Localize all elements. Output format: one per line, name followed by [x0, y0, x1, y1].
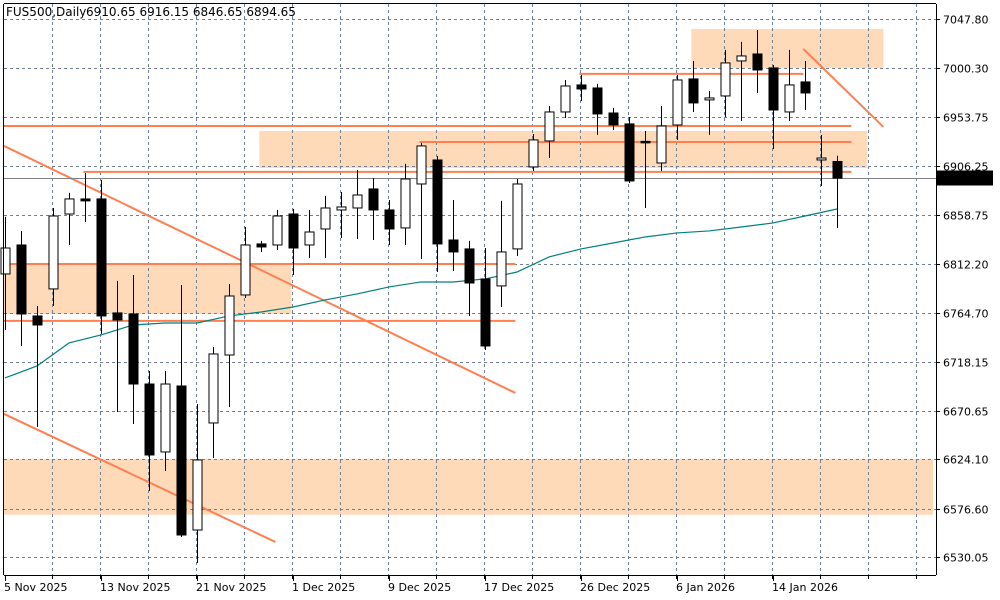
candle-bullish [736, 55, 747, 62]
candle-bullish [720, 62, 731, 97]
candle-bearish [96, 198, 107, 317]
candle-bullish [512, 183, 523, 250]
candle-bearish [288, 213, 299, 249]
time-tick-label: 6 Jan 2026 [676, 581, 735, 594]
candle-bearish [832, 160, 843, 179]
candle-bullish [784, 84, 795, 113]
price-tick-label: 6764.70 [943, 308, 989, 321]
time-tick-label: 1 Dec 2025 [292, 581, 355, 594]
price-tick-label: 6906.25 [943, 161, 989, 174]
candle-bearish [16, 244, 27, 315]
zone-rectangle[interactable] [4, 458, 933, 515]
candle-bullish [496, 251, 507, 287]
time-tick-label: 9 Dec 2025 [388, 581, 451, 594]
price-tick-label: 6576.60 [943, 504, 989, 517]
candle-bearish [800, 81, 811, 94]
trend-line[interactable] [3, 413, 276, 543]
candle-bearish [640, 140, 651, 144]
moving-average-line [4, 208, 838, 379]
chart-symbol-title: FUS500,Daily [6, 5, 86, 19]
time-tick-label: 26 Dec 2025 [580, 581, 650, 594]
zone-rectangle[interactable] [691, 28, 884, 68]
price-tick-label: 6530.05 [943, 552, 989, 565]
candle-bearish [592, 87, 603, 115]
candle-bullish [240, 244, 251, 296]
candle-bearish [624, 123, 635, 182]
candle-bearish [32, 315, 43, 326]
candle-bearish [464, 248, 475, 284]
time-tick-label: 21 Nov 2025 [196, 581, 266, 594]
ohlc-readout: 6910.65 6916.15 6846.65 6894.65 [86, 5, 296, 19]
candle-bullish [304, 231, 315, 246]
candle-bullish [208, 353, 219, 424]
time-tick-label: 17 Dec 2025 [484, 581, 554, 594]
price-tick-label: 6858.75 [943, 210, 989, 223]
candle-bearish [752, 53, 763, 71]
time-tick-label: 5 Nov 2025 [4, 581, 67, 594]
candle-bearish [768, 67, 779, 111]
candle-bullish [528, 139, 539, 168]
candle-bearish [576, 84, 587, 90]
candle-bullish [160, 383, 171, 453]
candle-bearish [256, 243, 267, 248]
candle-bearish [80, 198, 91, 202]
candle-bullish [560, 85, 571, 113]
candle-bullish [0, 247, 11, 275]
candle-bullish [672, 79, 683, 126]
current-price-label: 6894.65 [942, 173, 988, 186]
candle-bullish [656, 125, 667, 164]
time-tick-label: 13 Nov 2025 [100, 581, 170, 594]
price-tick-label: 7047.80 [943, 14, 989, 27]
candle-bearish [432, 159, 443, 245]
price-tick-label: 7000.30 [943, 63, 989, 76]
current-price-label-box [937, 170, 993, 186]
trend-line[interactable] [802, 48, 885, 128]
price-tick-label: 6670.65 [943, 406, 989, 419]
candle-bearish [688, 78, 699, 104]
candle-bearish [608, 112, 619, 126]
candle-bullish [272, 215, 283, 246]
candle-bullish [400, 178, 411, 229]
candle-bearish [176, 385, 187, 536]
candle-bullish [336, 206, 347, 211]
candle-bullish [352, 194, 363, 209]
price-tick-label: 6718.15 [943, 357, 989, 370]
candle-bullish [64, 198, 75, 215]
candle-bearish [128, 313, 139, 385]
candle-bullish [224, 295, 235, 356]
price-tick-label: 6624.10 [943, 454, 989, 467]
price-tick-label: 6812.20 [943, 259, 989, 272]
time-tick-label: 14 Jan 2026 [772, 581, 838, 594]
candle-bullish [320, 207, 331, 230]
zone-rectangle[interactable] [259, 130, 868, 168]
candle-bearish [480, 278, 491, 347]
candle-bullish [192, 459, 203, 531]
trend-line[interactable] [3, 145, 516, 394]
candle-bearish [144, 383, 155, 456]
candle-bearish [112, 312, 123, 321]
candle-bearish [384, 209, 395, 230]
candle-bullish [416, 145, 427, 185]
candle-bullish [816, 157, 827, 161]
candle-bullish [544, 111, 555, 142]
candle-bullish [704, 97, 715, 101]
candle-bullish [48, 215, 59, 290]
candle-bearish [368, 188, 379, 211]
candle-bearish [448, 239, 459, 253]
price-tick-label: 6953.75 [943, 112, 989, 125]
